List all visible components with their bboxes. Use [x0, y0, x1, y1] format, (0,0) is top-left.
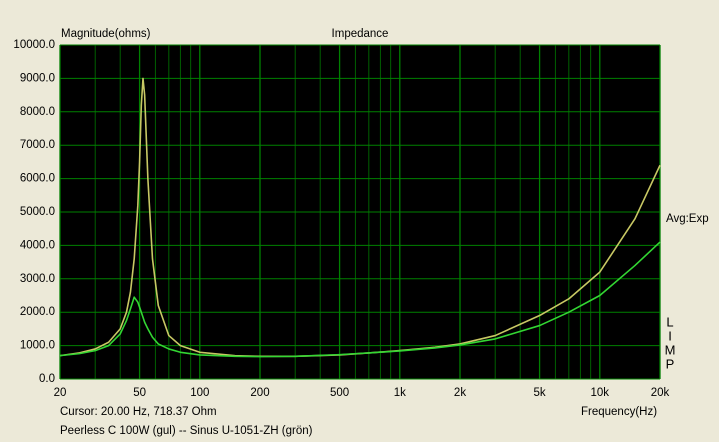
y-tick-label: 9000.0: [20, 72, 55, 84]
impedance-curve: [59, 241, 661, 358]
y-tick-label: 5000.0: [20, 206, 55, 218]
y-tick-label: 0.0: [39, 373, 55, 385]
caption: Peerless C 100W (gul) -- Sinus U-1051-ZH…: [60, 425, 313, 437]
y-tick-label: 7000.0: [20, 139, 55, 151]
y-tick-label: 10000.0: [13, 39, 55, 51]
side-letter: L: [666, 314, 673, 329]
y-tick-label: 8000.0: [20, 106, 55, 118]
y-tick-label: 2000.0: [20, 306, 55, 318]
x-tick-label: 1k: [394, 387, 406, 399]
x-tick-label: 20k: [651, 387, 670, 399]
side-letter: P: [666, 356, 675, 371]
impedance-curve: [59, 77, 661, 358]
side-letter: I: [668, 328, 672, 343]
x-tick-label: 100: [190, 387, 209, 399]
x-tick-label: 10k: [591, 387, 610, 399]
chart-title: Impedance: [332, 28, 389, 40]
x-axis-label: Frequency(Hz): [581, 406, 657, 418]
y-tick-label: 1000.0: [20, 340, 55, 352]
y-axis-label: Magnitude(ohms): [61, 28, 151, 40]
y-tick-label: 3000.0: [20, 273, 55, 285]
x-tick-label: 2k: [454, 387, 466, 399]
x-tick-label: 200: [250, 387, 269, 399]
x-tick-label: 5k: [534, 387, 546, 399]
y-tick-label: 4000.0: [20, 239, 55, 251]
side-letter: M: [665, 342, 676, 357]
x-tick-label: 50: [133, 387, 146, 399]
cursor-readout: Cursor: 20.00 Hz, 718.37 Ohm: [60, 406, 217, 418]
x-tick-label: 500: [330, 387, 349, 399]
y-tick-label: 6000.0: [20, 173, 55, 185]
averaging-label: Avg:Exp: [666, 213, 709, 225]
x-tick-label: 20: [54, 387, 67, 399]
